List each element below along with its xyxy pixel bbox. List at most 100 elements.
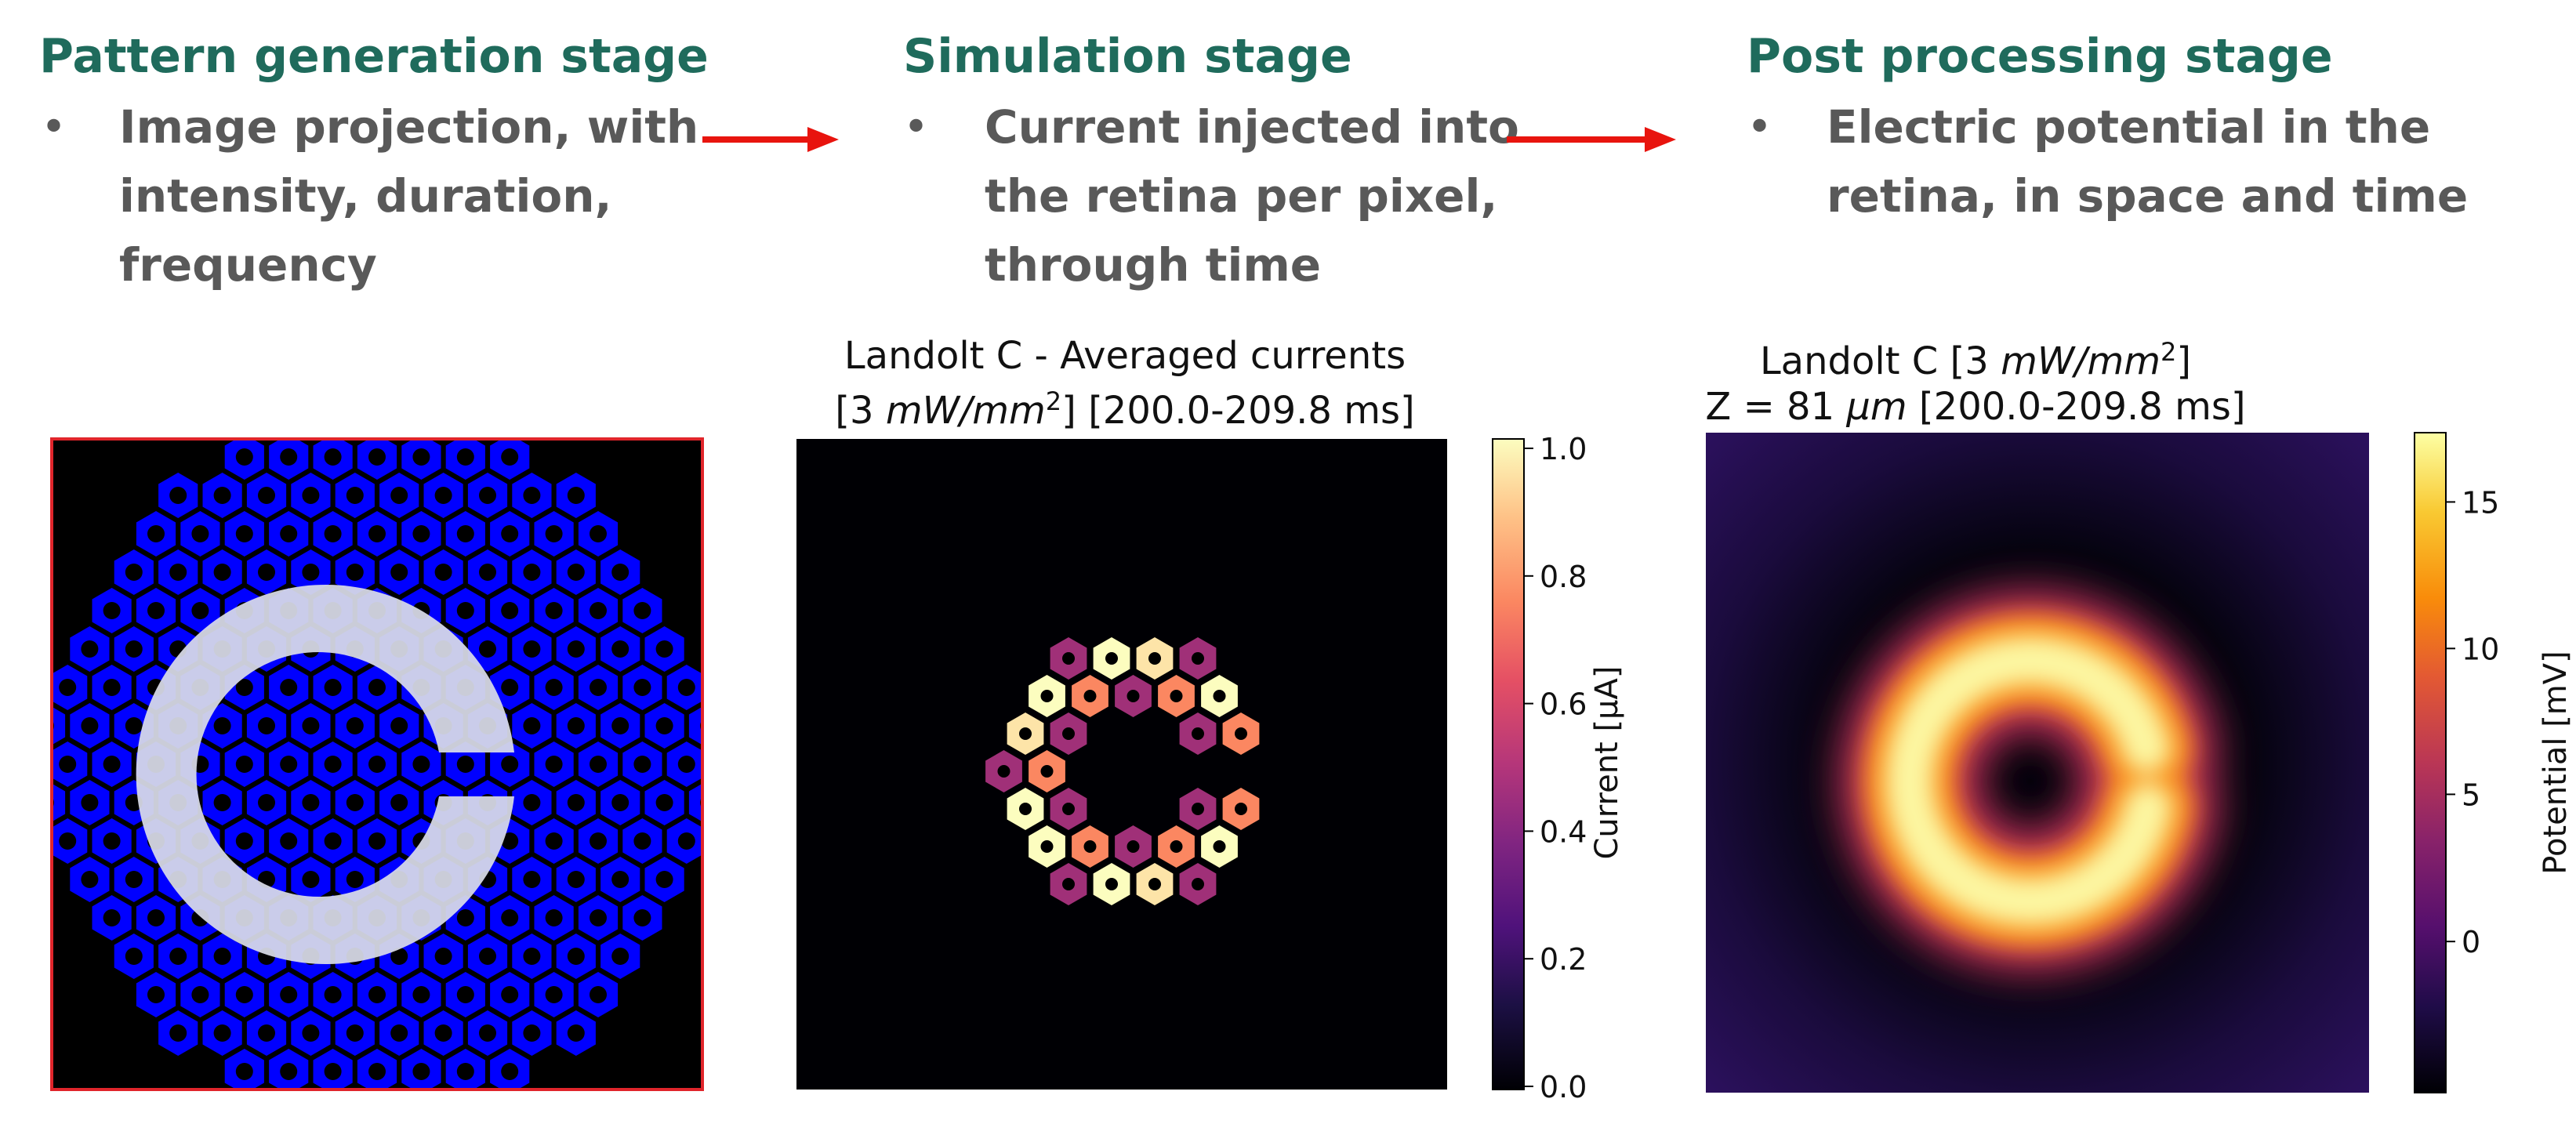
pixel-hex	[490, 511, 530, 557]
pixel-hex	[335, 1010, 375, 1056]
pixel-hex	[534, 588, 574, 633]
stage-1-line-1: Image projection, with	[119, 100, 699, 154]
pixel-hex	[556, 1010, 596, 1056]
current-pixel	[985, 750, 1022, 792]
pixel-hex	[600, 780, 640, 825]
pixel-hex	[313, 439, 353, 480]
pixel-hex	[158, 549, 198, 595]
potential-title-z-suffix: [200.0-209.8 ms]	[1907, 385, 2246, 429]
potential-glow-core	[1885, 636, 2172, 926]
pixel-hex	[445, 1049, 485, 1090]
pixel-hex	[52, 741, 88, 787]
current-pixel	[1158, 825, 1195, 868]
current-pixel	[1136, 637, 1174, 680]
pixel-hex	[556, 857, 596, 902]
pattern-panel	[50, 437, 704, 1091]
pixel-hex	[70, 857, 110, 902]
stage-1-title: Pattern generation stage	[39, 29, 709, 84]
current-pixel	[1093, 863, 1130, 905]
pixel-hex	[52, 665, 88, 710]
current-colorbar-tick-label: 0.2	[1540, 942, 1587, 977]
pixel-hex	[644, 703, 684, 749]
pixel-hex	[556, 549, 596, 595]
pixel-hex	[534, 665, 574, 710]
pixel-hex	[490, 588, 530, 633]
pixel-hex	[379, 1010, 419, 1056]
current-pixel	[1201, 675, 1238, 717]
pixel-hex	[313, 511, 353, 557]
pixel-hex	[445, 439, 485, 480]
pixel-hex	[335, 780, 375, 825]
pixel-hex	[379, 473, 419, 518]
pixel-hex	[600, 626, 640, 672]
pixel-hex	[401, 1049, 441, 1090]
current-colorbar-tick-label: 0.8	[1540, 560, 1587, 594]
pixel-hex	[644, 780, 684, 825]
pixel-hex	[401, 439, 441, 480]
stage-2-title: Simulation stage	[903, 29, 1352, 84]
pixel-hex	[269, 818, 309, 864]
pixel-hex	[180, 588, 220, 633]
pixel-hex	[269, 439, 309, 480]
current-pixel	[1050, 863, 1087, 905]
pixel-hex	[269, 511, 309, 557]
pixel-hex	[512, 703, 552, 749]
current-plot-title: Landolt C - Averaged currents [3 mW/mm2]…	[796, 333, 1454, 433]
pixel-hex	[401, 972, 441, 1017]
current-pixel	[1007, 712, 1044, 755]
pixel-hex	[269, 972, 309, 1017]
pixel-hex	[467, 549, 508, 595]
stage-3-title: Post processing stage	[1747, 29, 2333, 84]
potential-plot: 15 10 5 0	[1706, 432, 2499, 1093]
pixel-hex	[246, 703, 287, 749]
pixel-hex	[158, 1010, 198, 1056]
current-pixel	[1179, 637, 1217, 680]
stage-2-line-2: the retina per pixel,	[985, 169, 1498, 223]
pixel-hex	[556, 703, 596, 749]
pixel-hex	[445, 511, 485, 557]
pixel-hex	[512, 934, 552, 979]
current-colorbar-tick-label: 1.0	[1540, 432, 1587, 466]
current-pixel	[1072, 675, 1108, 717]
pixel-hex	[92, 895, 132, 941]
pixel-hex	[379, 780, 419, 825]
pixel-hex	[291, 857, 331, 902]
current-colorbar-label: Current [μA]	[1589, 665, 1625, 860]
pixel-hex	[622, 818, 662, 864]
pixel-hex	[512, 857, 552, 902]
pixel-hex	[291, 780, 331, 825]
current-pixel	[1179, 712, 1217, 755]
pixel-hex	[600, 703, 640, 749]
arrow-1	[702, 127, 839, 152]
pixel-hex	[202, 703, 242, 749]
current-pixel	[1179, 863, 1217, 905]
pixel-hex	[224, 1049, 264, 1090]
pixel-hex	[70, 626, 110, 672]
pixel-hex	[578, 741, 619, 787]
current-pixel	[1072, 825, 1108, 868]
pixel-hex	[291, 473, 331, 518]
pixel-hex	[445, 741, 485, 787]
current-colorbar	[1492, 438, 1525, 1090]
current-title-exp: 2	[1045, 386, 1062, 416]
pixel-hex	[467, 934, 508, 979]
pixel-hex	[114, 857, 154, 902]
pixel-hex	[313, 665, 353, 710]
pixel-hex	[92, 741, 132, 787]
pixel-hex	[512, 1010, 552, 1056]
current-colorbar-tick-label: 0.0	[1540, 1070, 1587, 1104]
pixel-hex	[490, 665, 530, 710]
pixel-hex	[534, 895, 574, 941]
pixel-hex	[136, 511, 176, 557]
pixel-hex	[114, 934, 154, 979]
pixel-hex	[512, 549, 552, 595]
pixel-hex	[269, 665, 309, 710]
potential-title-prefix: Landolt C [3	[1759, 339, 2001, 383]
current-pixel	[1029, 750, 1065, 792]
pixel-hex	[202, 549, 242, 595]
pixel-hex	[423, 934, 463, 979]
pixel-hex	[202, 1010, 242, 1056]
pixel-hex	[335, 703, 375, 749]
stage-2-bullet: •	[903, 102, 930, 153]
